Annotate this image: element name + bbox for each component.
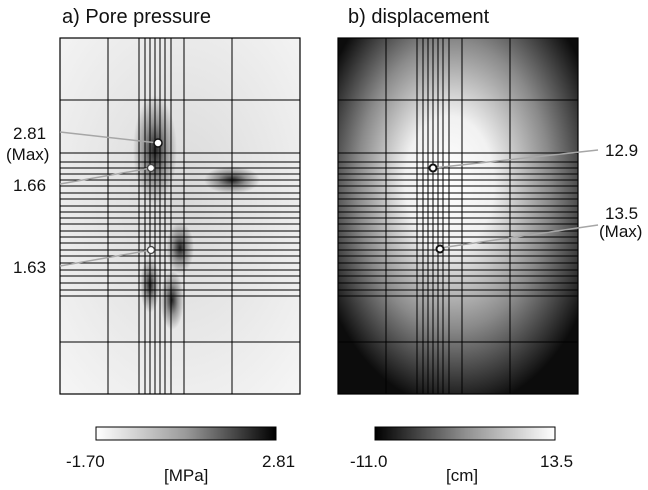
colorbar-pressure	[95, 426, 277, 441]
displacement-value-1: 12.9	[605, 141, 639, 160]
colorbar-pressure-unit: [MPa]	[164, 466, 209, 485]
max-displacement-marker	[435, 244, 445, 254]
colorbar-pressure-min: -1.70	[66, 452, 105, 471]
max-pressure-value: 2.81	[13, 124, 47, 143]
pressure-value-2: 1.66	[13, 176, 47, 195]
pressure-marker-3	[146, 245, 156, 255]
pore-pressure-mesh	[59, 37, 301, 395]
leader-lines-a	[59, 131, 159, 267]
mesh-frame	[59, 37, 301, 395]
colorbar-displacement-max: 13.5	[540, 452, 574, 471]
displacement-marker-1	[428, 163, 438, 173]
displacement-field	[338, 38, 578, 394]
leader-lines-b	[432, 149, 599, 249]
max-displacement-value: 13.5	[605, 204, 639, 223]
panel-a-title: a) Pore pressure	[62, 6, 211, 28]
colorbar-pressure-max: 2.81	[262, 452, 296, 471]
colorbar-displacement-min: -11.0	[350, 452, 388, 471]
pressure-marker-2	[146, 163, 156, 173]
colorbar-displacement-unit: [cm]	[446, 466, 479, 485]
max-pressure-marker	[153, 138, 163, 148]
panel-b-title: b) displacement	[348, 6, 490, 28]
max-pressure-note: (Max)	[6, 145, 50, 164]
max-displacement-note: (Max)	[599, 222, 643, 241]
pressure-value-3: 1.63	[13, 258, 47, 277]
displacement-mesh	[337, 37, 579, 395]
colorbar-displacement	[374, 426, 556, 441]
pore-pressure-field	[60, 38, 300, 394]
mesh-frame	[337, 37, 579, 395]
